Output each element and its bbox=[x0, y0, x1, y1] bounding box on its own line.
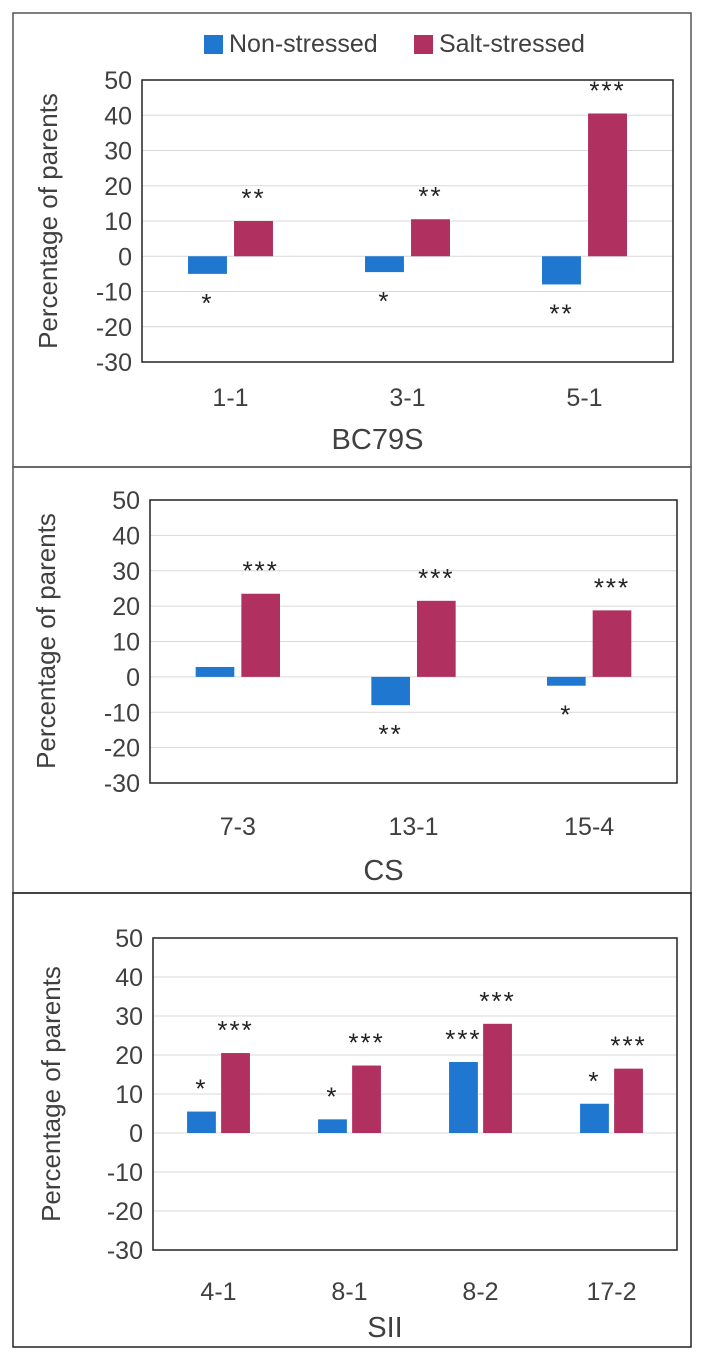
y-axis-title: Percentage of parents bbox=[33, 93, 63, 349]
significance-label: *** bbox=[479, 986, 515, 1016]
significance-label: ** bbox=[418, 181, 442, 211]
bar-salt-stressed bbox=[483, 1023, 512, 1133]
legend-swatch-non-stressed bbox=[204, 35, 223, 54]
legend-label-non-stressed: Non-stressed bbox=[229, 30, 378, 58]
y-tick-label: 40 bbox=[115, 964, 143, 992]
significance-label: *** bbox=[242, 556, 278, 586]
y-tick-label: -30 bbox=[96, 349, 132, 377]
x-category-label: 7-3 bbox=[220, 813, 256, 841]
plot-area-frame bbox=[152, 937, 678, 1251]
x-category-label: 15-4 bbox=[564, 813, 614, 841]
y-tick-label: 30 bbox=[104, 138, 132, 166]
chart-2: -30-20-10010203040507-3***13-1*****15-4*… bbox=[31, 487, 678, 887]
bar-salt-stressed bbox=[221, 1053, 250, 1133]
x-axis-title: SII bbox=[367, 1312, 402, 1344]
significance-label: * bbox=[378, 286, 390, 316]
significance-label: ** bbox=[549, 298, 573, 328]
y-axis-title: Percentage of parents bbox=[31, 513, 61, 769]
charts: -30-20-10010203040501-1***3-1***5-1*****… bbox=[31, 67, 678, 1344]
bar-salt-stressed bbox=[234, 221, 273, 257]
x-category-label: 3-1 bbox=[389, 384, 425, 412]
x-axis-title: BC79S bbox=[332, 424, 424, 456]
y-tick-label: -20 bbox=[96, 314, 132, 342]
significance-label: * bbox=[195, 1074, 207, 1104]
y-tick-label: 0 bbox=[129, 1120, 143, 1148]
bar-non-stressed bbox=[542, 256, 581, 285]
significance-label: * bbox=[588, 1066, 600, 1096]
y-tick-label: 40 bbox=[104, 102, 132, 130]
bar-salt-stressed bbox=[352, 1065, 381, 1133]
y-tick-label: 30 bbox=[112, 558, 140, 586]
significance-label: *** bbox=[217, 1015, 253, 1045]
significance-label: ** bbox=[379, 719, 403, 749]
y-tick-label: -20 bbox=[107, 1198, 143, 1226]
x-category-label: 13-1 bbox=[388, 813, 438, 841]
significance-label: *** bbox=[348, 1028, 384, 1058]
x-category-label: 4-1 bbox=[200, 1278, 236, 1306]
plot-area-frame bbox=[141, 79, 674, 363]
x-category-label: 8-1 bbox=[331, 1278, 367, 1306]
y-tick-label: 20 bbox=[112, 593, 140, 621]
bar-non-stressed bbox=[187, 1111, 216, 1133]
y-tick-label: -30 bbox=[104, 770, 140, 798]
x-category-label: 5-1 bbox=[566, 384, 602, 412]
chart-1: -30-20-10010203040501-1***3-1***5-1*****… bbox=[33, 67, 674, 456]
y-axis-title: Percentage of parents bbox=[36, 966, 66, 1222]
panel-frame-sii bbox=[12, 892, 692, 1348]
y-tick-label: 40 bbox=[112, 522, 140, 550]
legend: Non-stressed Salt-stressed bbox=[204, 30, 585, 58]
significance-label: * bbox=[326, 1081, 338, 1111]
y-tick-label: 20 bbox=[104, 173, 132, 201]
significance-label: * bbox=[201, 288, 213, 318]
y-tick-label: 10 bbox=[104, 208, 132, 236]
plot-area-frame bbox=[149, 499, 678, 784]
significance-label: * bbox=[560, 700, 572, 730]
y-tick-label: 0 bbox=[126, 664, 140, 692]
y-tick-label: 20 bbox=[115, 1042, 143, 1070]
significance-label: *** bbox=[594, 572, 630, 602]
y-tick-label: -30 bbox=[107, 1237, 143, 1265]
y-tick-label: 10 bbox=[112, 629, 140, 657]
bar-non-stressed bbox=[547, 676, 586, 686]
bar-non-stressed bbox=[318, 1119, 347, 1133]
x-category-label: 1-1 bbox=[212, 384, 248, 412]
bar-salt-stressed bbox=[614, 1068, 643, 1133]
x-axis-title: CS bbox=[363, 855, 403, 887]
significance-label: *** bbox=[610, 1031, 646, 1061]
bar-non-stressed bbox=[365, 256, 404, 273]
bar-salt-stressed bbox=[592, 610, 632, 677]
legend-label-salt-stressed: Salt-stressed bbox=[439, 30, 585, 58]
y-tick-label: 50 bbox=[104, 67, 132, 95]
y-tick-label: 50 bbox=[112, 487, 140, 515]
y-tick-label: -10 bbox=[96, 279, 132, 307]
legend-swatch-salt-stressed bbox=[414, 35, 433, 54]
bar-non-stressed bbox=[195, 666, 235, 677]
y-tick-label: 0 bbox=[118, 243, 132, 271]
y-tick-label: -10 bbox=[107, 1159, 143, 1187]
x-category-label: 8-2 bbox=[462, 1278, 498, 1306]
y-tick-label: 10 bbox=[115, 1081, 143, 1109]
significance-label: *** bbox=[445, 1024, 481, 1054]
y-tick-label: -20 bbox=[104, 735, 140, 763]
bar-non-stressed bbox=[371, 676, 410, 706]
bar-salt-stressed bbox=[411, 219, 450, 257]
y-tick-label: 50 bbox=[115, 925, 143, 953]
y-tick-label: -10 bbox=[104, 699, 140, 727]
x-category-label: 17-2 bbox=[586, 1278, 636, 1306]
significance-label: *** bbox=[589, 75, 625, 105]
bar-non-stressed bbox=[580, 1103, 609, 1133]
bar-non-stressed bbox=[188, 256, 227, 274]
significance-label: ** bbox=[241, 183, 265, 213]
bar-salt-stressed bbox=[588, 113, 627, 257]
y-tick-label: 30 bbox=[115, 1003, 143, 1031]
bar-non-stressed bbox=[449, 1062, 478, 1133]
significance-label: *** bbox=[418, 563, 454, 593]
chart-3: -30-20-10010203040504-1****8-1****8-2***… bbox=[36, 925, 678, 1344]
bar-salt-stressed bbox=[417, 600, 456, 677]
bar-salt-stressed bbox=[241, 593, 280, 677]
